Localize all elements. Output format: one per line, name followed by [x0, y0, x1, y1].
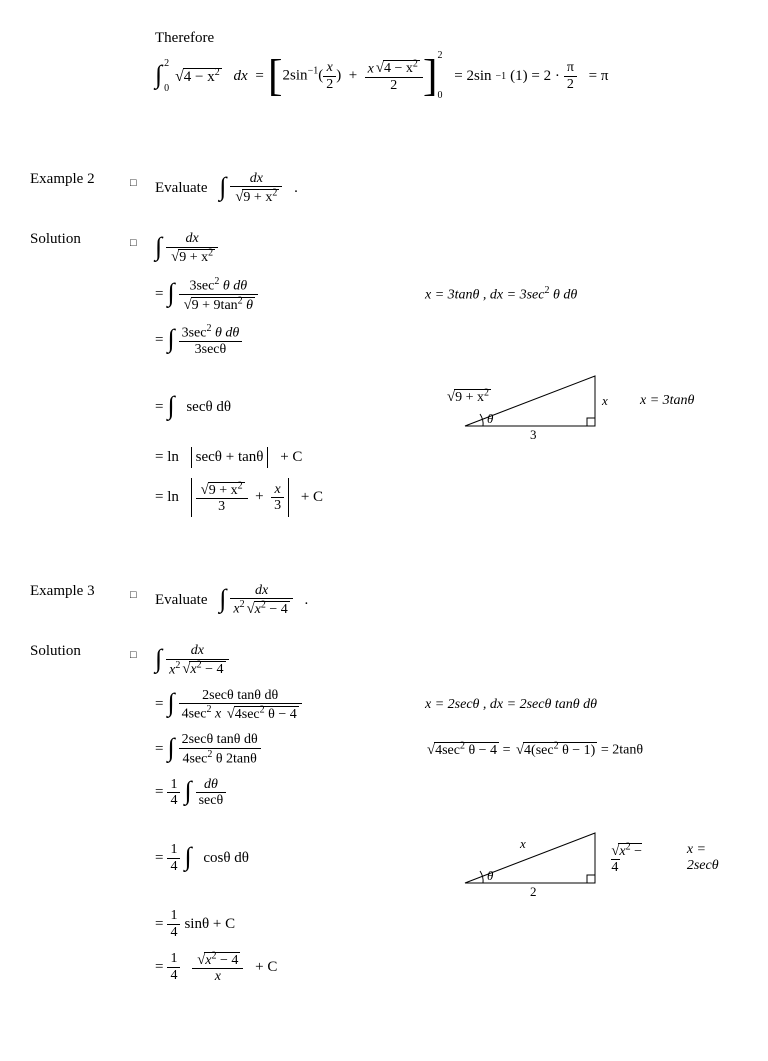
svg-text:x: x [519, 836, 526, 851]
box-marker: □ [130, 237, 137, 249]
solution-2-label: Solution [30, 231, 130, 248]
evaluate-text: Evaluate [155, 180, 207, 197]
triangle-1-caption: x = 3tanθ [640, 393, 694, 409]
svg-text:θ: θ [487, 411, 494, 426]
example-2-label: Example 2 [30, 171, 130, 188]
svg-text:3: 3 [530, 427, 537, 441]
substitution-note-2: x = 2secθ , dx = 2secθ tanθ dθ [425, 697, 597, 713]
triangle-2-opp: x2 − 4 [609, 841, 652, 876]
box-marker: □ [130, 177, 137, 189]
box-marker: □ [130, 589, 137, 601]
substitution-note-1: x = 3tanθ , dx = 3sec2 θ dθ [425, 285, 577, 304]
equation-therefore: ∫ 2 0 4 − x2 dx = [ 2sin−1(x2) + x4 − x2… [155, 51, 738, 101]
solution-3: Solution □ ∫ dx x2x2 − 4 = ∫ 2secθ tanθ … [30, 643, 738, 994]
simplify-note: 4sec2 θ − 4 = 4(sec2 θ − 1) = 2tanθ [425, 740, 643, 759]
triangle-2-caption: x = 2secθ [687, 842, 738, 874]
svg-text:2: 2 [530, 884, 537, 898]
example-3-label: Example 3 [30, 583, 130, 600]
solution-3-label: Solution [30, 643, 130, 660]
solution-2: Solution □ ∫ dx 9 + x2 = ∫ 3sec2 θ dθ 9 … [30, 231, 738, 526]
example-3-header: Example 3 □ Evaluate ∫ dx x2x2 − 4 . [30, 583, 738, 617]
example-2-header: Example 2 □ Evaluate ∫ dx 9 + x2 . [30, 171, 738, 205]
svg-text:θ: θ [487, 868, 494, 883]
therefore-label: Therefore [155, 30, 738, 47]
box-marker: □ [130, 649, 137, 661]
svg-text:x: x [601, 393, 608, 408]
triangle-diagram-2: θ 2 x [445, 818, 614, 898]
evaluate-text: Evaluate [155, 592, 207, 609]
